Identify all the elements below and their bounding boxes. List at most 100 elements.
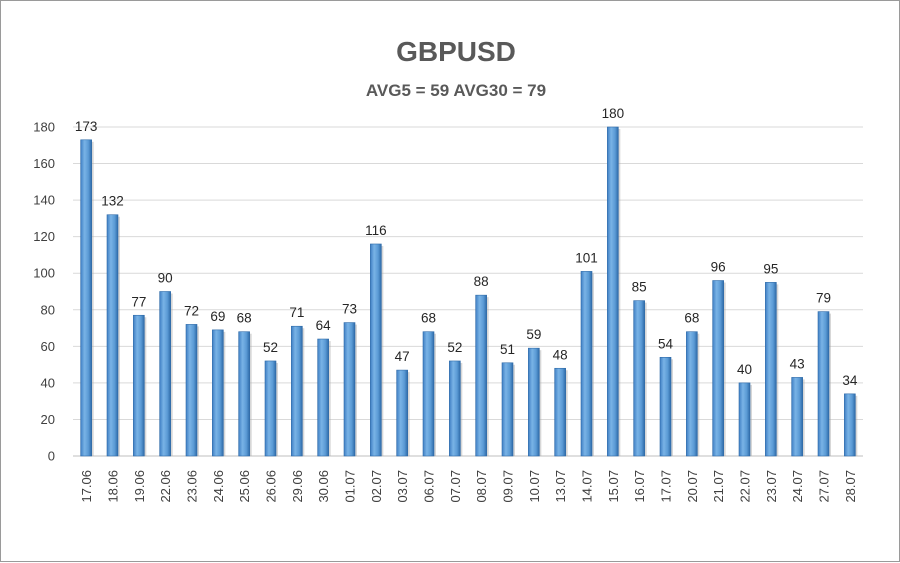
bar bbox=[317, 338, 329, 457]
bar bbox=[686, 331, 698, 457]
bar bbox=[633, 300, 645, 457]
data-label: 95 bbox=[763, 261, 778, 276]
x-tick-label: 26.06 bbox=[264, 470, 279, 503]
x-tick-label: 22.07 bbox=[738, 470, 753, 503]
data-label: 90 bbox=[158, 271, 173, 286]
y-tick-label: 100 bbox=[33, 266, 55, 281]
data-label: 173 bbox=[75, 119, 98, 134]
x-tick-label: 17.06 bbox=[79, 470, 94, 503]
x-tick-label: 09.07 bbox=[501, 470, 516, 503]
x-tick-label: 08.07 bbox=[474, 470, 489, 503]
chart-subtitle: AVG5 = 59 AVG30 = 79 bbox=[366, 81, 546, 100]
x-tick-label: 07.07 bbox=[448, 470, 463, 503]
data-label: 52 bbox=[447, 340, 462, 355]
bars bbox=[80, 126, 858, 457]
x-tick-label: 03.07 bbox=[395, 470, 410, 503]
bar bbox=[528, 347, 540, 457]
x-tick-label: 24.06 bbox=[211, 470, 226, 503]
x-tick-label: 13.07 bbox=[553, 470, 568, 503]
x-tick-label: 02.07 bbox=[369, 470, 384, 503]
data-label: 59 bbox=[526, 327, 541, 342]
data-label: 43 bbox=[790, 356, 805, 371]
y-tick-label: 40 bbox=[41, 375, 55, 390]
x-tick-label: 30.06 bbox=[316, 470, 331, 503]
x-tick-label: 15.07 bbox=[606, 470, 621, 503]
x-tick-label: 23.07 bbox=[764, 470, 779, 503]
x-tick-label: 06.07 bbox=[422, 470, 437, 503]
data-label: 40 bbox=[737, 362, 752, 377]
bar bbox=[422, 331, 435, 457]
bar bbox=[343, 322, 356, 457]
data-label: 101 bbox=[575, 250, 598, 265]
bar bbox=[133, 314, 145, 457]
data-label: 51 bbox=[500, 342, 515, 357]
bar bbox=[80, 139, 92, 457]
y-tick-label: 20 bbox=[41, 412, 55, 427]
data-label: 52 bbox=[263, 340, 278, 355]
bar bbox=[291, 325, 303, 457]
bar bbox=[817, 311, 830, 457]
data-label: 132 bbox=[101, 194, 124, 209]
bar bbox=[449, 360, 461, 457]
data-label: 47 bbox=[395, 349, 410, 364]
x-tick-label: 28.07 bbox=[843, 470, 858, 503]
x-tick-label: 17.07 bbox=[659, 470, 674, 503]
data-label: 64 bbox=[316, 318, 332, 333]
x-tick-label: 22.06 bbox=[158, 470, 173, 503]
x-tick-label: 14.07 bbox=[580, 470, 595, 503]
x-tick-label: 01.07 bbox=[343, 470, 358, 503]
data-label: 73 bbox=[342, 302, 357, 317]
y-tick-label: 180 bbox=[33, 120, 55, 135]
data-label: 68 bbox=[684, 311, 699, 326]
bar bbox=[659, 356, 672, 457]
bar bbox=[738, 382, 751, 457]
data-label: 88 bbox=[474, 274, 489, 289]
chart-title: GBPUSD bbox=[396, 36, 516, 67]
data-label: 48 bbox=[553, 347, 568, 362]
y-tick-label: 80 bbox=[41, 302, 55, 317]
x-axis-ticks: 17.06 18.06 19.06 22.06 23.06 24.06 25.06 26.06… bbox=[79, 470, 858, 503]
x-tick-label: 19.06 bbox=[132, 470, 147, 503]
x-tick-label: 24.07 bbox=[790, 470, 805, 503]
bar bbox=[712, 280, 724, 457]
data-label: 77 bbox=[131, 294, 146, 309]
data-label: 68 bbox=[421, 311, 436, 326]
data-label: 79 bbox=[816, 291, 831, 306]
x-tick-label: 25.06 bbox=[237, 470, 252, 503]
data-label: 69 bbox=[210, 309, 225, 324]
bar bbox=[844, 393, 856, 457]
bar bbox=[580, 271, 593, 457]
x-tick-label: 16.07 bbox=[632, 470, 647, 503]
x-tick-label: 23.06 bbox=[185, 470, 200, 503]
bar bbox=[370, 243, 382, 457]
data-label: 85 bbox=[632, 280, 647, 295]
gridlines bbox=[73, 126, 863, 457]
data-label: 116 bbox=[365, 223, 387, 238]
y-tick-label: 140 bbox=[33, 193, 55, 208]
y-tick-label: 160 bbox=[33, 156, 55, 171]
bar bbox=[159, 291, 171, 457]
bar bbox=[607, 126, 619, 457]
data-label: 34 bbox=[842, 373, 858, 388]
data-label: 68 bbox=[237, 311, 252, 326]
bar bbox=[554, 367, 566, 457]
bar bbox=[238, 331, 250, 457]
x-tick-label: 20.07 bbox=[685, 470, 700, 503]
data-label: 71 bbox=[289, 305, 304, 320]
bar bbox=[501, 362, 514, 457]
data-label: 54 bbox=[658, 336, 674, 351]
bar bbox=[475, 294, 487, 457]
bar bbox=[791, 377, 803, 457]
bar bbox=[212, 329, 224, 457]
data-label: 96 bbox=[711, 260, 726, 275]
x-tick-label: 29.06 bbox=[290, 470, 305, 503]
x-tick-label: 21.07 bbox=[711, 470, 726, 503]
x-tick-label: 18.06 bbox=[106, 470, 121, 503]
data-label: 72 bbox=[184, 303, 199, 318]
y-tick-label: 120 bbox=[33, 229, 55, 244]
y-tick-label: 60 bbox=[41, 339, 55, 354]
bar bbox=[185, 324, 198, 457]
y-axis-ticks: 0 20 40 60 80 100 120 140 160 180 bbox=[33, 120, 55, 464]
